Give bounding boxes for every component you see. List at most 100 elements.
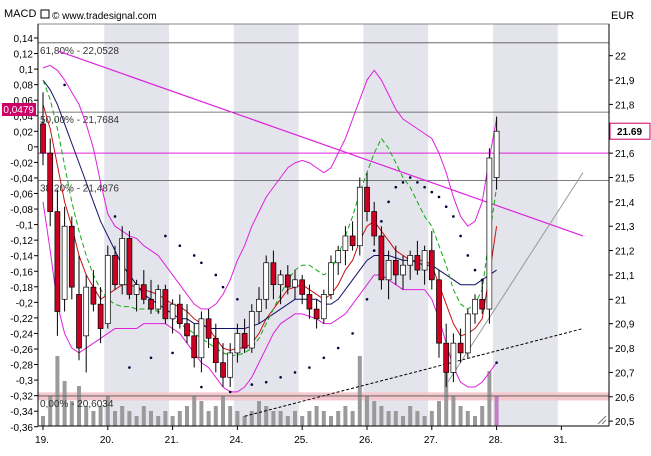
marker-dot bbox=[423, 185, 426, 189]
candle-body bbox=[457, 342, 464, 354]
volume-bar bbox=[422, 416, 427, 426]
volume-bar bbox=[257, 401, 261, 426]
left-tick-label: 0,1 bbox=[19, 65, 33, 76]
marker-dot bbox=[459, 234, 462, 238]
volume-bar bbox=[264, 406, 269, 426]
left-tick-label: -0,2 bbox=[16, 298, 34, 309]
volume-bar bbox=[343, 406, 348, 426]
volume-bar bbox=[473, 416, 477, 426]
left-tick-label: -0,3 bbox=[16, 376, 34, 387]
volume-bar bbox=[120, 406, 125, 426]
right-tick-label: 21,3 bbox=[615, 222, 635, 233]
candle-body bbox=[97, 303, 104, 329]
candle-body bbox=[61, 225, 68, 300]
candle-body bbox=[443, 342, 450, 373]
volume-bar bbox=[206, 411, 211, 426]
candle-body bbox=[486, 157, 493, 310]
candle-body bbox=[284, 274, 291, 288]
candle-body bbox=[220, 362, 226, 378]
volume-bar bbox=[249, 411, 254, 426]
volume-bar bbox=[465, 411, 470, 426]
volume-bar bbox=[285, 416, 290, 426]
candle-body bbox=[299, 279, 306, 295]
volume-bar bbox=[105, 396, 110, 426]
candle-body bbox=[371, 211, 378, 237]
right-tick-label: 21 bbox=[615, 295, 627, 306]
candle-body bbox=[292, 279, 298, 288]
volume-bar bbox=[393, 411, 398, 426]
volume-bar bbox=[163, 411, 168, 426]
volume-bar bbox=[300, 416, 305, 426]
candle-body bbox=[414, 255, 421, 271]
candle-body bbox=[126, 238, 133, 295]
candle-body bbox=[306, 294, 313, 310]
left-tick-label: -0,18 bbox=[10, 283, 33, 294]
right-tick-label: 21,9 bbox=[615, 76, 635, 87]
marker-dot bbox=[444, 205, 448, 209]
candle-body bbox=[263, 262, 270, 300]
volume-bar bbox=[458, 406, 463, 426]
right-tick-label: 21,8 bbox=[615, 100, 635, 111]
volume-bar bbox=[307, 411, 312, 426]
candle-body bbox=[436, 279, 442, 344]
left-tick-label: -0,22 bbox=[10, 314, 33, 325]
candle-body bbox=[277, 274, 284, 286]
candle-body bbox=[148, 298, 154, 310]
marker-dot bbox=[473, 268, 477, 272]
candle-body bbox=[83, 286, 90, 337]
left-tick-label: -0,32 bbox=[10, 392, 33, 403]
volume-bar bbox=[480, 406, 485, 426]
right-tick-label: 20,7 bbox=[615, 368, 635, 379]
left-tick-label: -0,24 bbox=[10, 329, 33, 340]
volume-bar bbox=[185, 406, 189, 426]
candle-body bbox=[227, 352, 234, 378]
macd-value-box bbox=[2, 103, 36, 116]
volume-bar bbox=[379, 406, 384, 426]
candle-body bbox=[54, 211, 61, 312]
marker-dot bbox=[322, 356, 326, 360]
left-tick-label: -0,16 bbox=[10, 267, 33, 278]
volume-bar bbox=[350, 411, 355, 426]
candle-body bbox=[119, 238, 126, 286]
candle-body bbox=[270, 262, 277, 286]
marker-dot bbox=[279, 375, 282, 379]
left-tick-label: 0 bbox=[27, 143, 33, 154]
candle-body bbox=[90, 286, 97, 305]
candle-body bbox=[205, 318, 212, 339]
marker-dot bbox=[430, 190, 434, 194]
candle-body bbox=[450, 342, 457, 373]
left-tick-label: -0,28 bbox=[10, 361, 33, 372]
candle-body bbox=[320, 294, 327, 320]
volume-bar bbox=[336, 411, 341, 426]
candle-body bbox=[428, 250, 435, 281]
candle-body bbox=[335, 250, 342, 264]
marker-dot bbox=[250, 383, 254, 386]
series-signal_green bbox=[42, 79, 498, 356]
day-band bbox=[104, 24, 169, 426]
left-tick-label: -0,14 bbox=[10, 252, 33, 263]
candle-body bbox=[328, 262, 334, 295]
x-tick-label: 31. bbox=[553, 435, 567, 446]
candle-body bbox=[112, 255, 118, 286]
volume-bar bbox=[134, 416, 139, 426]
support-band bbox=[38, 392, 609, 401]
marker-dot bbox=[336, 346, 340, 350]
left-tick-label: -0,02 bbox=[10, 158, 33, 169]
marker-dot bbox=[387, 200, 390, 204]
series-bollinger_lower bbox=[42, 201, 498, 393]
volume-bar bbox=[372, 401, 377, 426]
volume-bar bbox=[69, 401, 74, 426]
volume-bar bbox=[77, 386, 81, 426]
right-tick-label: 21,4 bbox=[615, 198, 635, 209]
marker-dot bbox=[401, 181, 405, 184]
marker-dot bbox=[466, 254, 470, 257]
left-tick-label: 0,14 bbox=[14, 34, 34, 45]
left-tick-label: 0,02 bbox=[14, 127, 34, 138]
fib-label: 0,00% - 20,6034 bbox=[40, 399, 114, 410]
candle-body bbox=[493, 130, 500, 178]
volume-bar bbox=[271, 411, 276, 426]
volume-bar bbox=[199, 401, 204, 426]
marker-dot bbox=[365, 298, 369, 301]
